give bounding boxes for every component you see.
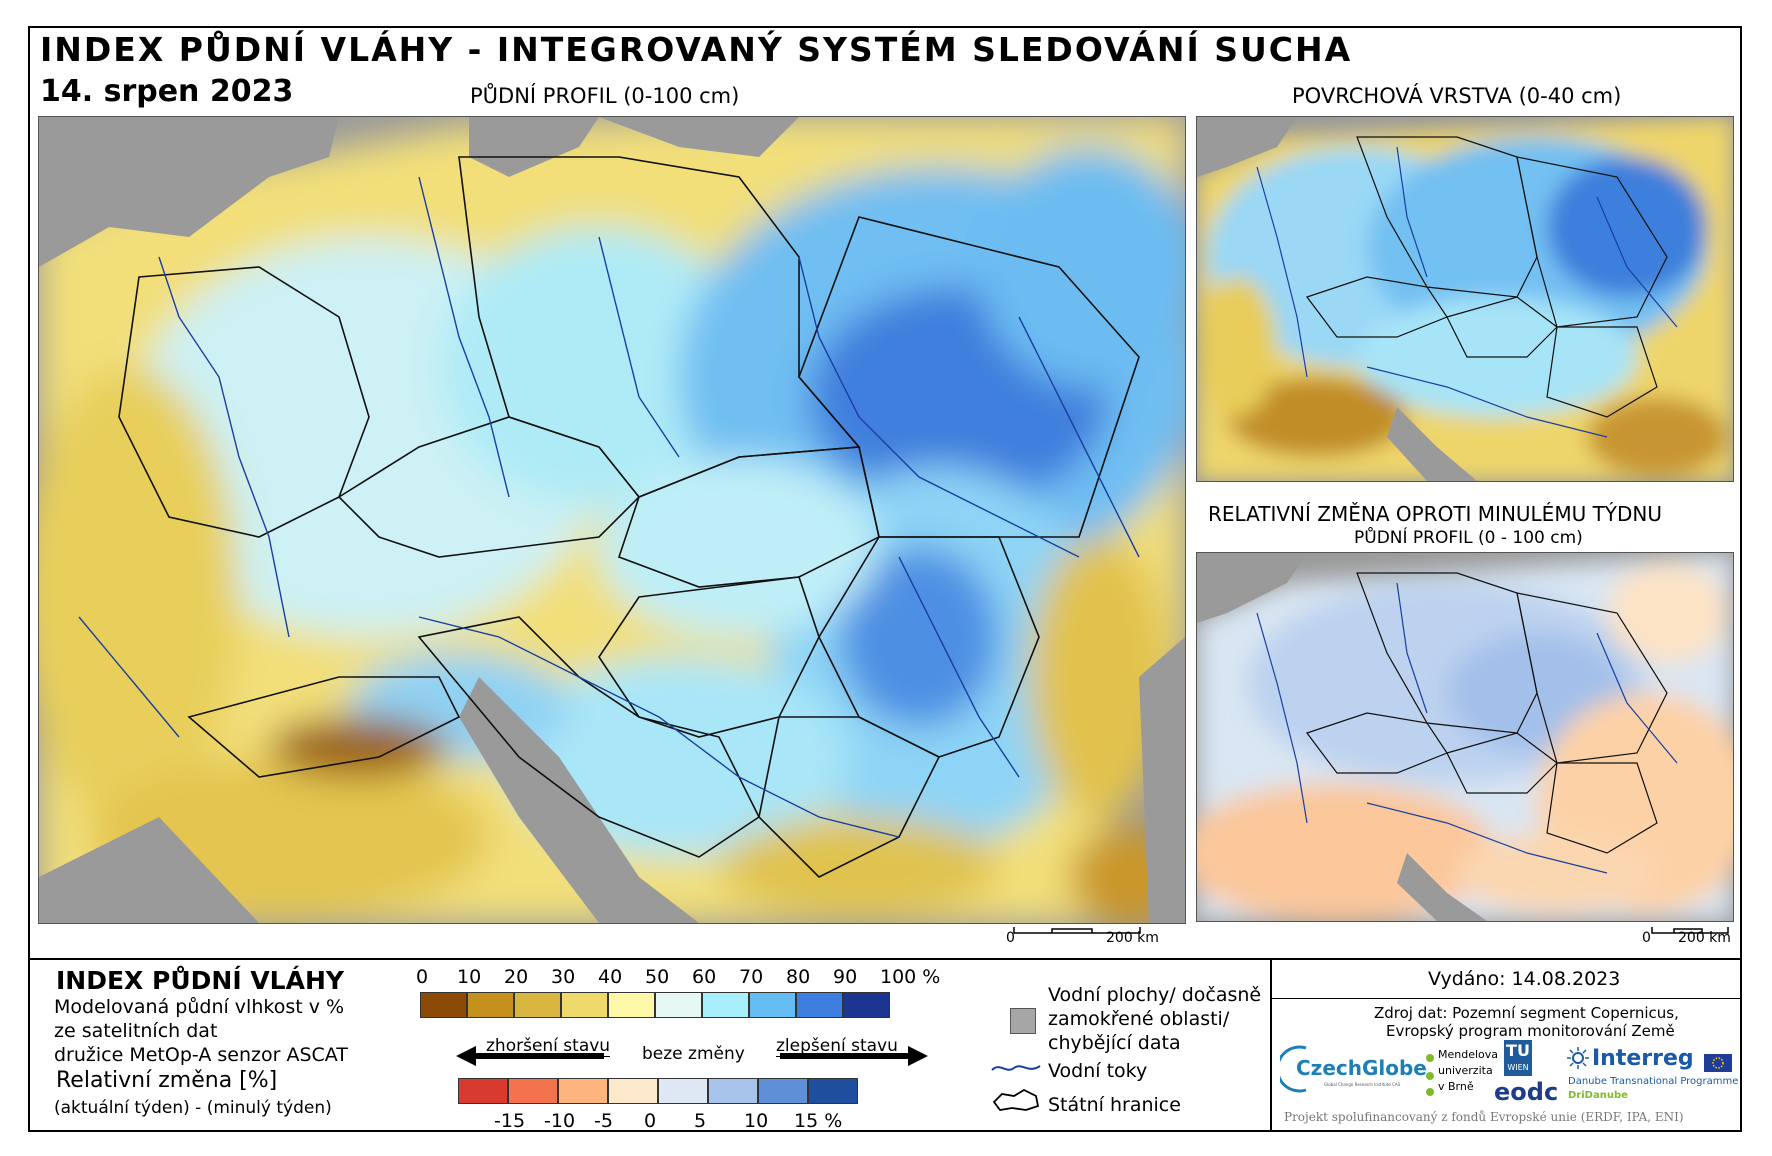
main-scalebar-zero: 0 xyxy=(1006,930,1015,946)
surface-layer-map xyxy=(1196,116,1734,482)
interreg-subtext: Danube Transnational Programme xyxy=(1568,1076,1739,1087)
main-scalebar-end: 200 km xyxy=(1106,930,1159,946)
legend-change-desc: (aktuální týden) - (minulý týden) xyxy=(54,1098,332,1118)
change-tick-label: 5 xyxy=(694,1110,707,1132)
small-scalebar-zero: 0 xyxy=(1642,930,1651,946)
index-color-8 xyxy=(796,992,843,1018)
change-map-title: RELATIVNÍ ZMĚNA OPROTI MINULÉMU TÝDNU xyxy=(1208,502,1663,526)
index-scale-ticks: 0 10 20 30 40 50 60 70 80 90 100 % xyxy=(410,966,1010,990)
legend-index-desc-3: družice MetOp-A senzor ASCAT xyxy=(54,1044,348,1066)
nochange-label: beze změny xyxy=(642,1044,745,1064)
index-tick-label: 100 % xyxy=(880,966,941,988)
water-label-2: zamokřené oblasti/ xyxy=(1048,1008,1230,1030)
legend-index-title: INDEX PŮDNÍ VLÁHY xyxy=(56,966,344,995)
main-soil-moisture-map xyxy=(38,116,1186,924)
water-swatch xyxy=(1010,1008,1036,1034)
change-color-5 xyxy=(708,1078,758,1104)
river-symbol-icon xyxy=(990,1060,1042,1080)
interreg-text: Interreg xyxy=(1592,1046,1694,1071)
index-tick-label: 10 xyxy=(457,966,482,988)
index-color-scale xyxy=(420,992,890,1018)
small-scalebar-end: 200 km xyxy=(1678,930,1731,946)
footer-horizontal-divider xyxy=(1272,998,1742,999)
index-color-4 xyxy=(608,992,655,1018)
eu-flag-icon xyxy=(1704,1054,1732,1072)
change-tick-label: -15 xyxy=(494,1110,526,1132)
index-color-1 xyxy=(467,992,514,1018)
main-title: INDEX PŮDNÍ VLÁHY - INTEGROVANÝ SYSTÉM S… xyxy=(40,30,1353,69)
mendel-text-3: v Brně xyxy=(1438,1080,1474,1093)
change-tick-label: -5 xyxy=(594,1110,613,1132)
rivers-label: Vodní toky xyxy=(1048,1060,1148,1082)
change-tick-label: -10 xyxy=(544,1110,576,1132)
border-symbol-icon xyxy=(990,1086,1042,1118)
change-tick-label: 15 % xyxy=(794,1110,843,1132)
index-color-2 xyxy=(514,992,561,1018)
better-label: zlepšení stavu xyxy=(776,1036,898,1057)
index-tick-label: 60 xyxy=(692,966,717,988)
mendel-text-2: univerzita xyxy=(1438,1064,1493,1077)
change-color-3 xyxy=(608,1078,658,1104)
water-label-3: chybějící data xyxy=(1048,1032,1181,1054)
index-tick-label: 30 xyxy=(551,966,576,988)
surface-map-title: POVRCHOVÁ VRSTVA (0-40 cm) xyxy=(1292,84,1622,108)
index-tick-label: 90 xyxy=(833,966,858,988)
change-color-7 xyxy=(808,1078,858,1104)
eodc-logo: eodc xyxy=(1494,1078,1559,1106)
issued-date: Vydáno: 14.08.2023 xyxy=(1428,968,1621,990)
legend-change-title: Relativní změna [%] xyxy=(56,1068,278,1093)
index-color-3 xyxy=(561,992,608,1018)
legend-divider xyxy=(28,958,1742,960)
czechglobe-text: CzechGlobe xyxy=(1296,1056,1427,1080)
source-line-1: Zdroj dat: Pozemní segment Copernicus, xyxy=(1374,1004,1679,1022)
tuwien-logo: TU WIEN xyxy=(1504,1040,1532,1076)
czechglobe-subtext: Global Change Research Institute CAS xyxy=(1324,1082,1401,1087)
mendel-logo: Mendelova univerzita v Brně xyxy=(1424,1048,1498,1098)
change-color-scale xyxy=(458,1078,858,1104)
project-funding-note: Projekt spolufinancovaný z fondů Evropsk… xyxy=(1284,1110,1684,1124)
worse-label: zhoršení stavu xyxy=(486,1036,611,1057)
change-scale-ticks: -15 -10 -5 0 5 10 15 % xyxy=(458,1110,938,1134)
change-color-4 xyxy=(658,1078,708,1104)
small-scalebar xyxy=(1650,920,1730,934)
relative-change-map xyxy=(1196,552,1734,922)
index-tick-label: 80 xyxy=(786,966,811,988)
water-label-1: Vodní plochy/ dočasně xyxy=(1048,984,1262,1006)
index-tick-label: 70 xyxy=(739,966,764,988)
change-color-1 xyxy=(508,1078,558,1104)
legend-index-desc-1: Modelovaná půdní vlhkost v % xyxy=(54,996,345,1018)
index-color-5 xyxy=(655,992,702,1018)
legend-index-desc-2: ze satelitních dat xyxy=(54,1020,218,1042)
borders-label: Státní hranice xyxy=(1048,1094,1181,1116)
index-color-7 xyxy=(749,992,796,1018)
source-line-2: Evropský program monitorování Země xyxy=(1386,1022,1675,1040)
interreg-sun-icon xyxy=(1566,1046,1590,1070)
change-color-6 xyxy=(758,1078,808,1104)
change-tick-label: 10 xyxy=(744,1110,769,1132)
tuwien-subtext: WIEN xyxy=(1507,1063,1529,1072)
main-map-title: PŮDNÍ PROFIL (0-100 cm) xyxy=(470,84,740,108)
dridanube-text: DriDanube xyxy=(1568,1090,1628,1101)
footer-vertical-divider xyxy=(1270,958,1272,1132)
index-color-9 xyxy=(843,992,890,1018)
date-label: 14. srpen 2023 xyxy=(40,74,294,109)
change-map-subtitle: PŮDNÍ PROFIL (0 - 100 cm) xyxy=(1354,528,1583,548)
index-tick-label: 0 xyxy=(416,966,429,988)
change-tick-label: 0 xyxy=(644,1110,657,1132)
index-tick-label: 50 xyxy=(645,966,670,988)
change-color-0 xyxy=(458,1078,508,1104)
mendel-text-1: Mendelova xyxy=(1438,1048,1499,1061)
change-color-2 xyxy=(558,1078,608,1104)
index-tick-label: 20 xyxy=(504,966,529,988)
czechglobe-logo: CzechGlobe Global Change Research Instit… xyxy=(1280,1044,1427,1094)
index-color-6 xyxy=(702,992,749,1018)
index-tick-label: 40 xyxy=(598,966,623,988)
tuwien-text: TU xyxy=(1506,1041,1530,1060)
main-scalebar xyxy=(1012,920,1142,934)
index-color-0 xyxy=(420,992,467,1018)
